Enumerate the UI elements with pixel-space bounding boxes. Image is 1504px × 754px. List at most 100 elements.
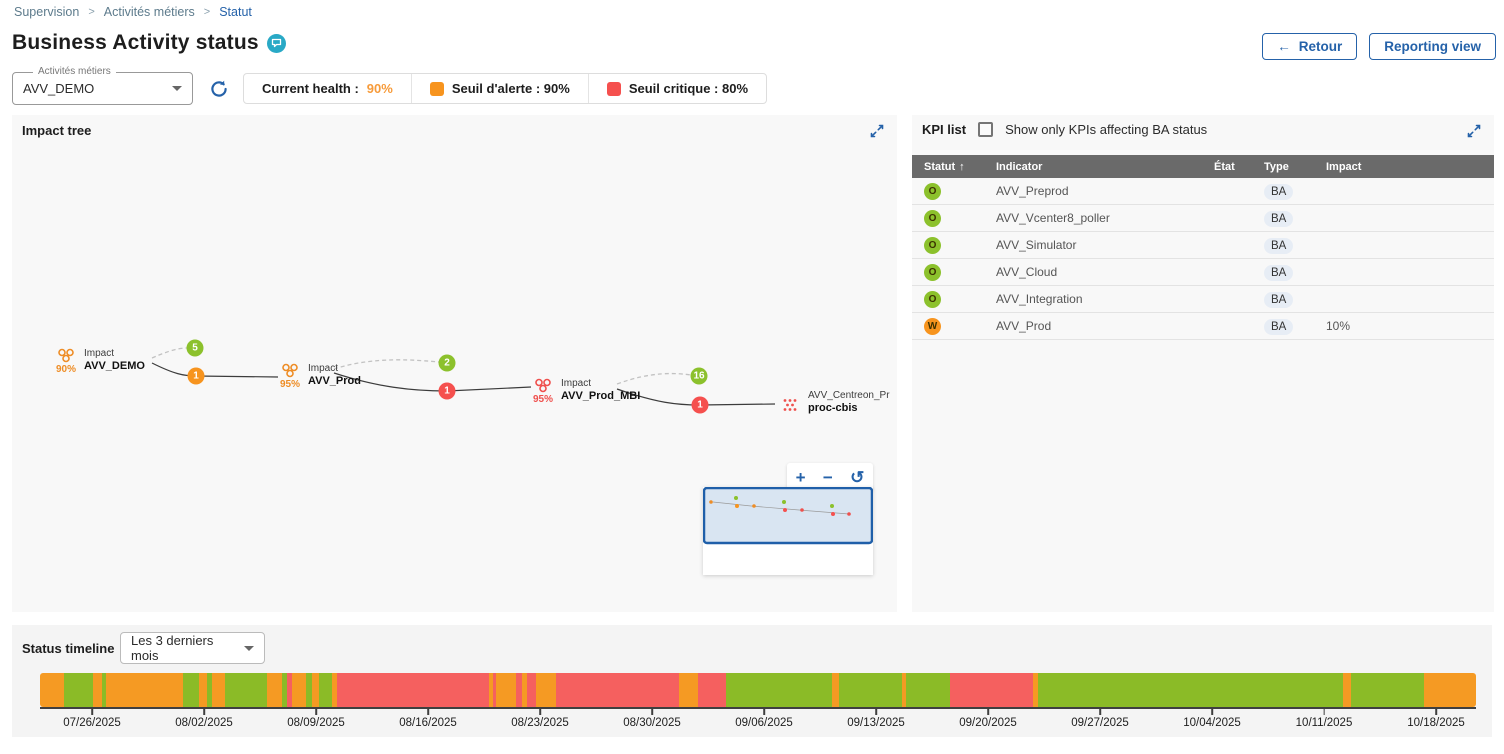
axis-tick-label: 08/23/2025 bbox=[511, 717, 569, 729]
ok-kpi-count-badge[interactable]: 2 bbox=[438, 354, 456, 372]
timeline-segment[interactable] bbox=[286, 673, 292, 707]
table-row[interactable]: W AVV_Prod BA 10% bbox=[912, 313, 1494, 340]
axis-tick: 08/23/2025 bbox=[511, 709, 569, 729]
warning-kpi-count-badge[interactable]: 1 bbox=[187, 367, 205, 385]
column-header-impact[interactable]: Impact bbox=[1326, 160, 1362, 173]
timeline-segment[interactable] bbox=[515, 673, 522, 707]
zoom-out-button[interactable]: − bbox=[822, 467, 833, 487]
timeline-segment[interactable] bbox=[906, 673, 950, 707]
critical-kpi-count-badge[interactable]: 1 bbox=[691, 396, 709, 414]
timeline-segment[interactable] bbox=[698, 673, 726, 707]
timeline-segment[interactable] bbox=[212, 673, 225, 707]
timeline-segment[interactable] bbox=[488, 673, 493, 707]
type-chip: BA bbox=[1264, 211, 1294, 227]
ok-kpi-count-badge[interactable]: 5 bbox=[186, 339, 204, 357]
timeline-segment[interactable] bbox=[63, 673, 93, 707]
timeline-segment[interactable] bbox=[1342, 673, 1352, 707]
table-row[interactable]: O AVV_Preprod BA bbox=[912, 178, 1494, 205]
timeline-segment[interactable] bbox=[318, 673, 332, 707]
reporting-view-button[interactable]: Reporting view bbox=[1369, 33, 1496, 60]
timeline-segment[interactable] bbox=[183, 673, 199, 707]
axis-tick: 09/27/2025 bbox=[1071, 709, 1129, 729]
type-cell: BA bbox=[1252, 211, 1314, 227]
timeline-segment[interactable] bbox=[312, 673, 319, 707]
timeline-segment[interactable] bbox=[725, 673, 833, 707]
comment-bubble-icon[interactable] bbox=[266, 33, 286, 53]
timeline-segment[interactable] bbox=[101, 673, 107, 707]
axis-tick: 09/13/2025 bbox=[847, 709, 905, 729]
axis-tick-label: 08/02/2025 bbox=[175, 717, 233, 729]
node-health-percent: 95% bbox=[532, 394, 553, 405]
tree-node-avv-prod[interactable]: 95% Impact AVV_Prod bbox=[278, 363, 361, 390]
type-cell: BA bbox=[1252, 265, 1314, 281]
timeline-segment[interactable] bbox=[1033, 673, 1038, 707]
expand-icon[interactable] bbox=[1466, 123, 1484, 141]
show-only-kpis-label[interactable]: Show only KPIs affecting BA status bbox=[1005, 122, 1208, 137]
show-only-kpis-checkbox[interactable] bbox=[978, 122, 994, 137]
timeline-segment[interactable] bbox=[282, 673, 287, 707]
timeline-segment[interactable] bbox=[266, 673, 283, 707]
timeline-segment[interactable] bbox=[224, 673, 267, 707]
timeline-bar[interactable] bbox=[40, 673, 1476, 707]
timeline-segment[interactable] bbox=[92, 673, 102, 707]
axis-tick: 10/18/2025 bbox=[1407, 709, 1465, 729]
column-header-statut[interactable]: Statut ↑ bbox=[924, 160, 965, 173]
timeline-segment[interactable] bbox=[306, 673, 313, 707]
expand-icon[interactable] bbox=[869, 123, 887, 141]
timeline-segment[interactable] bbox=[207, 673, 213, 707]
tree-minimap[interactable] bbox=[702, 486, 874, 575]
breadcrumb-activites-metiers[interactable]: Activités métiers bbox=[103, 5, 195, 19]
breadcrumb-statut[interactable]: Statut bbox=[219, 5, 252, 19]
critical-kpi-count-badge[interactable]: 1 bbox=[438, 382, 456, 400]
timeline-segment[interactable] bbox=[902, 673, 907, 707]
back-button[interactable]: ← Retour bbox=[1262, 33, 1358, 60]
timeline-segment[interactable] bbox=[839, 673, 903, 707]
table-row[interactable]: O AVV_Vcenter8_poller BA bbox=[912, 205, 1494, 232]
type-chip: BA bbox=[1264, 319, 1294, 335]
period-select[interactable]: Les 3 derniers mois bbox=[120, 632, 265, 664]
timeline-segment[interactable] bbox=[492, 673, 496, 707]
breadcrumb-supervision[interactable]: Supervision bbox=[14, 5, 80, 19]
timeline-segment[interactable] bbox=[832, 673, 840, 707]
zoom-reset-button[interactable]: ↺ bbox=[850, 467, 865, 487]
table-row[interactable]: O AVV_Integration BA bbox=[912, 286, 1494, 313]
timeline-segment[interactable] bbox=[521, 673, 527, 707]
node-type-label: Impact bbox=[561, 378, 592, 389]
timeline-segment[interactable] bbox=[678, 673, 699, 707]
minimap-viewport bbox=[702, 486, 874, 545]
timeline-segment[interactable] bbox=[536, 673, 556, 707]
chevron-down-icon bbox=[244, 645, 254, 651]
timeline-segment[interactable] bbox=[555, 673, 679, 707]
timeline-segment[interactable] bbox=[949, 673, 1034, 707]
kpi-table-body: O AVV_Preprod BA O AVV_Vcenter8_poller B… bbox=[912, 178, 1494, 340]
timeline-segment[interactable] bbox=[1351, 673, 1425, 707]
timeline-segment[interactable] bbox=[337, 673, 489, 707]
ok-kpi-count-badge[interactable]: 16 bbox=[690, 367, 708, 385]
column-header-indicator[interactable]: Indicator bbox=[996, 160, 1043, 173]
column-header-etat[interactable]: État bbox=[1214, 160, 1235, 173]
timeline-segment[interactable] bbox=[40, 673, 64, 707]
timeline-segment[interactable] bbox=[106, 673, 184, 707]
breadcrumb: Supervision > Activités métiers > Statut bbox=[14, 5, 252, 19]
timeline-segment[interactable] bbox=[331, 673, 338, 707]
tree-node-avv-prod-mbi[interactable]: 95% Impact AVV_Prod_MBI bbox=[531, 378, 640, 405]
timeline-segment[interactable] bbox=[1037, 673, 1343, 707]
timeline-segment[interactable] bbox=[495, 673, 516, 707]
table-row[interactable]: O AVV_Simulator BA bbox=[912, 232, 1494, 259]
node-type-label: AVV_Centreon_Pr bbox=[808, 390, 890, 401]
refresh-icon[interactable] bbox=[208, 78, 230, 100]
legend-critical-threshold: Seuil critique : 80% bbox=[587, 74, 766, 103]
timeline-segment[interactable] bbox=[1424, 673, 1476, 707]
column-header-type[interactable]: Type bbox=[1264, 160, 1289, 173]
tree-node-avv-demo[interactable]: 90% Impact AVV_DEMO bbox=[54, 348, 145, 375]
timeline-segment[interactable] bbox=[526, 673, 537, 707]
tree-node-proc-cbis[interactable]: AVV_Centreon_Pr proc-cbis bbox=[778, 390, 890, 415]
timeline-segment[interactable] bbox=[198, 673, 208, 707]
timeline-segment[interactable] bbox=[291, 673, 307, 707]
node-name: AVV_Prod bbox=[308, 375, 361, 387]
zoom-in-button[interactable]: + bbox=[795, 467, 806, 487]
ba-select[interactable]: Activités métiers AVV_DEMO bbox=[12, 66, 193, 105]
axis-tick-label: 09/20/2025 bbox=[959, 717, 1017, 729]
table-row[interactable]: O AVV_Cloud BA bbox=[912, 259, 1494, 286]
